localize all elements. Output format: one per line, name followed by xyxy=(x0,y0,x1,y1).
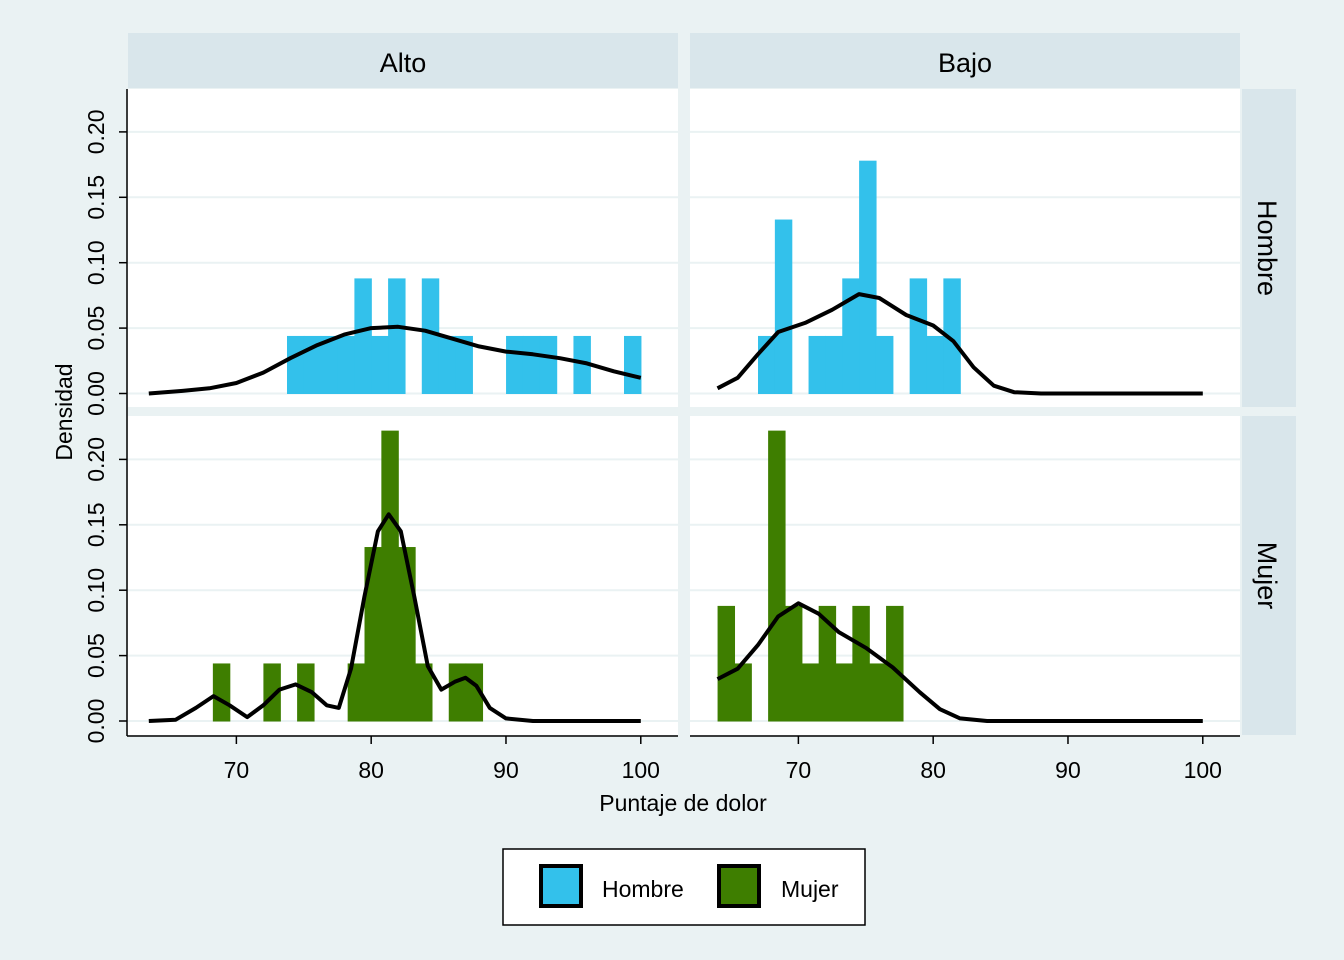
histogram-bar xyxy=(263,663,281,722)
row-strip-label: Mujer xyxy=(1252,542,1282,610)
x-tick-label: 70 xyxy=(786,757,812,783)
histogram-bar xyxy=(909,278,928,394)
axes-layer: 0.00 0.05 0.10 0.15 0.20 0.00 0.05 0.10 0.15 0.20… xyxy=(83,89,1240,783)
histogram-bar xyxy=(320,335,339,394)
histogram-bar xyxy=(808,335,827,394)
x-tick-label: 100 xyxy=(622,757,660,783)
histogram-bar xyxy=(364,547,382,722)
row-strip xyxy=(1242,89,1296,407)
y-tick-label: 0.15 xyxy=(83,502,109,547)
histogram-bar xyxy=(455,335,473,394)
panel-bajo-mujer xyxy=(690,416,1240,735)
y-tick-label: 0.20 xyxy=(83,437,109,482)
legend-swatch-hombre xyxy=(539,864,583,908)
histogram-bar xyxy=(842,278,860,394)
histogram-bar xyxy=(875,335,894,394)
density-curve xyxy=(716,601,1203,723)
histogram-bar xyxy=(522,335,541,394)
histogram-bar xyxy=(539,335,558,394)
histogram-bar xyxy=(835,663,853,722)
row-strip xyxy=(1242,416,1296,735)
histogram-bar xyxy=(734,663,752,722)
column-strip-label: Alto xyxy=(380,48,427,78)
histogram-bar xyxy=(768,430,786,722)
histogram-bar xyxy=(286,335,305,394)
histogram-bar xyxy=(381,430,399,722)
histogram-bar xyxy=(465,663,484,722)
histogram-bar xyxy=(717,605,736,722)
column-strip-label: Bajo xyxy=(938,48,992,78)
y-tick-label: 0.10 xyxy=(83,240,109,285)
histogram-bar xyxy=(943,278,961,394)
y-tick-label: 0.10 xyxy=(83,568,109,613)
histogram-bar xyxy=(774,219,793,394)
x-tick-label: 80 xyxy=(920,757,946,783)
x-tick-label: 70 xyxy=(224,757,250,783)
row-strip-label: Hombre xyxy=(1252,200,1282,296)
histogram-bar xyxy=(886,605,904,722)
x-tick-label: 90 xyxy=(1055,757,1081,783)
histogram-bar xyxy=(212,663,231,722)
histogram-bar xyxy=(398,547,416,722)
histogram-bar xyxy=(859,160,877,394)
column-strip xyxy=(128,33,678,88)
histogram-bar xyxy=(623,335,642,394)
histogram-bar xyxy=(388,278,406,394)
histogram-bar xyxy=(506,335,524,394)
histogram-bar xyxy=(354,278,372,394)
histogram-bar xyxy=(448,663,467,722)
legend: Hombre Mujer xyxy=(502,848,866,926)
y-tick-label: 0.05 xyxy=(83,306,109,351)
histogram-bar xyxy=(297,663,315,722)
y-tick-label: 0.20 xyxy=(83,110,109,155)
panel-alto-hombre xyxy=(128,89,678,407)
histogram-bar xyxy=(421,278,440,394)
density-curve xyxy=(716,292,1203,396)
panels-layer xyxy=(128,89,1240,735)
strip-labels-layer: Alto Bajo Hombre Mujer xyxy=(128,33,1296,735)
density-curve xyxy=(148,324,642,396)
x-tick-label: 80 xyxy=(358,757,384,783)
histogram-bar xyxy=(371,335,389,394)
histogram-bar xyxy=(869,663,887,722)
histogram-bar xyxy=(347,663,366,722)
histogram-bar xyxy=(926,335,944,394)
histogram-bar xyxy=(337,335,355,394)
histogram-bar xyxy=(573,335,591,394)
y-tick-label: 0.00 xyxy=(83,699,109,744)
histogram-bar xyxy=(801,663,820,722)
panel-alto-mujer xyxy=(128,416,678,735)
histogram-bar xyxy=(818,605,837,722)
y-tick-label: 0.00 xyxy=(83,371,109,416)
histogram-bar xyxy=(438,335,457,394)
histogram-bar xyxy=(825,335,843,394)
legend-label-mujer: Mujer xyxy=(781,876,839,902)
density-curve xyxy=(148,512,641,723)
x-tick-label: 90 xyxy=(493,757,519,783)
panel-bajo-hombre xyxy=(690,89,1240,407)
legend-label-hombre: Hombre xyxy=(602,876,684,902)
x-tick-label: 100 xyxy=(1184,757,1222,783)
histogram-bar xyxy=(415,663,433,722)
y-tick-label: 0.15 xyxy=(83,175,109,220)
histogram-bar xyxy=(784,605,803,722)
histogram-bar xyxy=(852,605,870,722)
legend-swatch-mujer xyxy=(717,864,761,908)
column-strip xyxy=(690,33,1240,88)
y-axis-label: Densidad xyxy=(51,363,77,460)
x-axis-label: Puntaje de dolor xyxy=(599,790,767,816)
y-tick-label: 0.05 xyxy=(83,633,109,678)
